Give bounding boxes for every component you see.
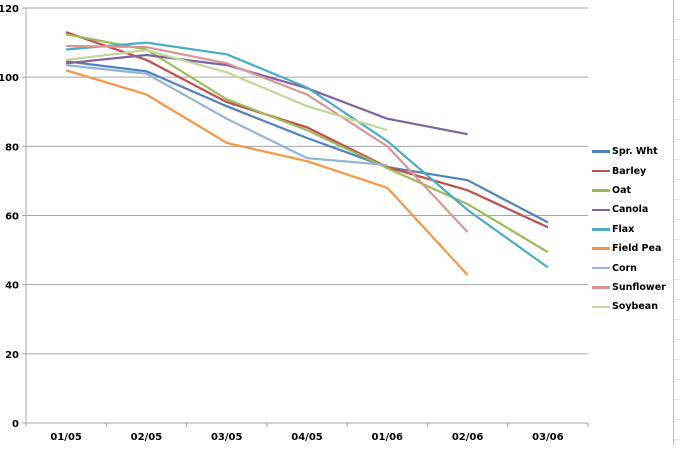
y-tick-label: 0 xyxy=(12,419,19,430)
legend-item: Soybean xyxy=(592,297,672,316)
series-line-oat xyxy=(65,33,549,254)
legend-label: Oat xyxy=(612,184,632,196)
legend-swatch-icon xyxy=(592,150,610,153)
legend-label: Canola xyxy=(612,204,649,216)
x-tick-label: 02/06 xyxy=(452,432,484,443)
series-line-soybean xyxy=(65,49,388,132)
series-line-spr-wht xyxy=(65,60,549,224)
legend-swatch-icon xyxy=(592,247,610,250)
series-line-flax xyxy=(66,41,549,269)
legend-item: Spr. Wht xyxy=(592,142,672,161)
legend-item: Flax xyxy=(592,220,672,239)
legend-item: Sunflower xyxy=(592,278,672,297)
series-line-sunflower xyxy=(66,44,469,233)
legend: Spr. Wht Barley Oat Canola Flax Field Pea Corn… xyxy=(592,142,672,317)
legend-label: Spr. Wht xyxy=(612,146,658,158)
series-line-corn xyxy=(65,64,388,167)
y-tick-label: 40 xyxy=(5,281,19,292)
legend-item: Barley xyxy=(592,161,672,180)
legend-swatch-icon xyxy=(592,169,610,173)
legend-swatch-icon xyxy=(592,286,610,289)
legend-swatch-icon xyxy=(592,208,610,212)
legend-label: Corn xyxy=(612,262,637,274)
legend-swatch-icon xyxy=(592,228,610,231)
series-line-field-pea xyxy=(65,69,469,276)
legend-item: Corn xyxy=(592,258,672,277)
legend-item: Oat xyxy=(592,181,672,200)
legend-label: Barley xyxy=(612,165,647,177)
x-tick-label: 03/05 xyxy=(211,432,243,443)
x-tick-label: 04/05 xyxy=(291,432,323,443)
y-tick-label: 120 xyxy=(0,4,19,15)
series-line-barley xyxy=(65,31,549,229)
spreadsheet-gridlines xyxy=(674,0,680,445)
series-line-canola xyxy=(65,53,468,136)
x-tick-label: 02/05 xyxy=(131,432,163,443)
legend-label: Flax xyxy=(612,223,635,235)
legend-item: Canola xyxy=(592,200,672,219)
y-tick-label: 100 xyxy=(0,73,19,84)
y-tick-label: 60 xyxy=(5,212,19,223)
x-tick-label: 01/06 xyxy=(372,432,404,443)
x-tick-label: 01/05 xyxy=(50,432,82,443)
x-tick-label: 03/06 xyxy=(532,432,564,443)
legend-swatch-icon xyxy=(592,189,610,192)
legend-swatch-icon xyxy=(592,266,610,270)
legend-item: Field Pea xyxy=(592,239,672,258)
legend-label: Sunflower xyxy=(612,281,666,293)
y-tick-label: 80 xyxy=(5,142,19,153)
legend-swatch-icon xyxy=(592,305,610,309)
chart-border xyxy=(673,0,674,445)
y-tick-label: 20 xyxy=(5,350,19,361)
legend-label: Soybean xyxy=(612,301,658,313)
legend-label: Field Pea xyxy=(612,243,662,255)
